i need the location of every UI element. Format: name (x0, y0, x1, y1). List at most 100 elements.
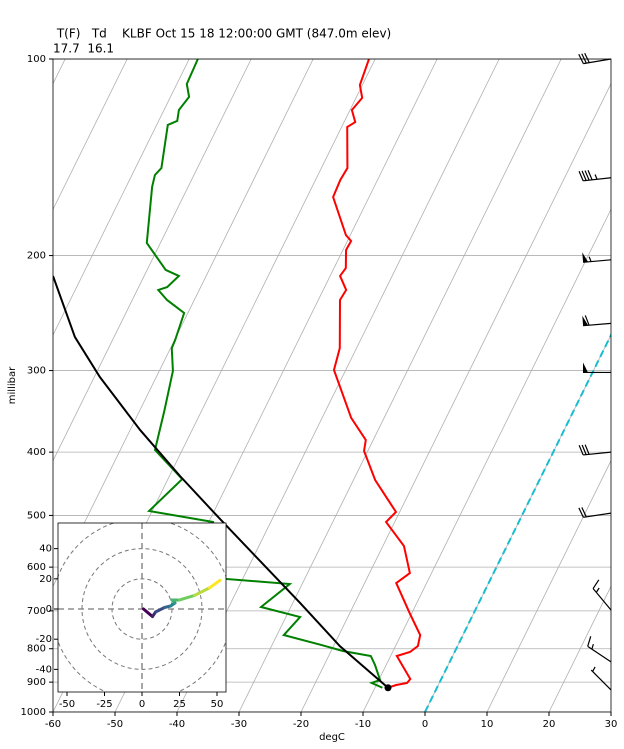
barb-half (594, 174, 598, 180)
wind-barb (578, 444, 612, 456)
barb-tick (578, 507, 584, 518)
wind-barb (578, 52, 612, 65)
barb-tick (581, 444, 587, 455)
y-tick-label: 400 (27, 447, 46, 458)
wind-barb (583, 362, 611, 374)
isotherm (610, 711, 611, 712)
hodograph-segment (178, 593, 196, 602)
hodograph-y-tick-label: 40 (39, 544, 52, 555)
profile-line (332, 59, 422, 689)
barb-staff (590, 669, 612, 691)
isotherm (53, 59, 128, 211)
y-tick-label: 1000 (21, 707, 46, 718)
chart-subtitle: 17.7 16.1 (53, 42, 114, 56)
isotherm (238, 59, 562, 712)
barb-flag (582, 315, 589, 326)
x-tick-label: -20 (293, 719, 309, 730)
y-tick-label: 300 (27, 366, 46, 377)
hodograph-y-tick-label: 0 (46, 604, 52, 615)
barb-tick (581, 53, 587, 64)
isotherm (176, 59, 500, 712)
barb-tick (592, 579, 600, 589)
barb-staff (583, 58, 612, 65)
zero-isotherm (424, 332, 611, 712)
isotherm (53, 59, 252, 462)
x-tick-label: -40 (169, 719, 185, 730)
barb-tick (578, 170, 584, 182)
barb-half (592, 666, 596, 672)
hodograph-x-tick-label: -25 (96, 699, 112, 710)
barb-staff (583, 322, 612, 327)
barb-tick (584, 52, 590, 63)
barb-tick (584, 170, 590, 181)
hodograph-y-tick-label: -40 (36, 664, 52, 675)
barb-flag (582, 252, 589, 263)
barb-tick (581, 507, 587, 518)
wind-barb (578, 169, 612, 182)
barb-tick (581, 170, 587, 181)
hodograph-segment (154, 606, 166, 614)
barb-half (595, 587, 600, 593)
hodograph-x-tick-label: 25 (173, 699, 186, 710)
barb-half (591, 643, 594, 650)
y-tick-label: 800 (27, 644, 46, 655)
profile-line (53, 275, 389, 689)
barb-staff (583, 512, 612, 518)
isotherm (548, 585, 611, 712)
wind-barb (587, 636, 612, 663)
y-tick-label: 600 (27, 562, 46, 573)
barb-tick (584, 444, 590, 455)
x-tick-label: -30 (231, 719, 247, 730)
y-tick-label: 900 (27, 677, 46, 688)
barb-staff (583, 177, 612, 182)
barb-tick (578, 445, 584, 456)
barb-half (588, 256, 592, 262)
barb-flag (583, 362, 588, 373)
hodograph-segment (208, 578, 222, 590)
barb-staff (583, 451, 612, 456)
y-tick-label: 500 (27, 510, 46, 521)
isotherm (53, 59, 314, 588)
hodograph-y-tick-label: -20 (36, 634, 52, 645)
wind-barb (578, 507, 612, 518)
wind-barb (592, 579, 612, 611)
x-tick-label: 30 (605, 719, 618, 730)
hodograph-x-tick-label: 50 (211, 699, 224, 710)
isotherm (486, 459, 611, 712)
isotherm (300, 82, 611, 712)
isotherm (0, 59, 3, 712)
hodograph-x-tick-label: 0 (139, 699, 145, 710)
barb-tick (584, 315, 590, 326)
isotherm (362, 208, 611, 712)
wind-barb (582, 252, 612, 263)
barb-tick (587, 169, 593, 181)
profile-line (145, 59, 383, 689)
hodograph-plot (58, 523, 226, 692)
wind-barb (590, 666, 612, 691)
hodograph-x-tick-label: -50 (59, 699, 75, 710)
plot-frame (52, 58, 612, 713)
hodograph: -50 -25 0 25 50 -40 -20 0 20 40 (36, 522, 227, 710)
x-tick-label: 20 (543, 719, 556, 730)
x-axis-label: degC (319, 732, 345, 743)
hodograph-segment (142, 607, 154, 619)
y-axis-label: millibar (7, 366, 18, 404)
x-tick-label: 0 (422, 719, 428, 730)
y-tick-label: 100 (27, 54, 46, 65)
x-tick-label: -50 (107, 719, 123, 730)
barb-staff (583, 259, 612, 263)
hodograph-segment (193, 586, 211, 597)
x-tick-label: -60 (45, 719, 61, 730)
hodograph-y-tick-label: 20 (39, 574, 52, 585)
barb-tick (587, 636, 592, 647)
y-tick-label: 200 (27, 251, 46, 262)
isotherm (53, 59, 190, 336)
surface-point (384, 684, 392, 692)
wind-barb (582, 315, 612, 327)
x-tick-label: 10 (481, 719, 494, 730)
y-tick-label: 700 (27, 606, 46, 617)
chart-title: T(F) Td KLBF Oct 15 18 12:00:00 GMT (847… (53, 27, 391, 41)
x-tick-label: -10 (355, 719, 371, 730)
